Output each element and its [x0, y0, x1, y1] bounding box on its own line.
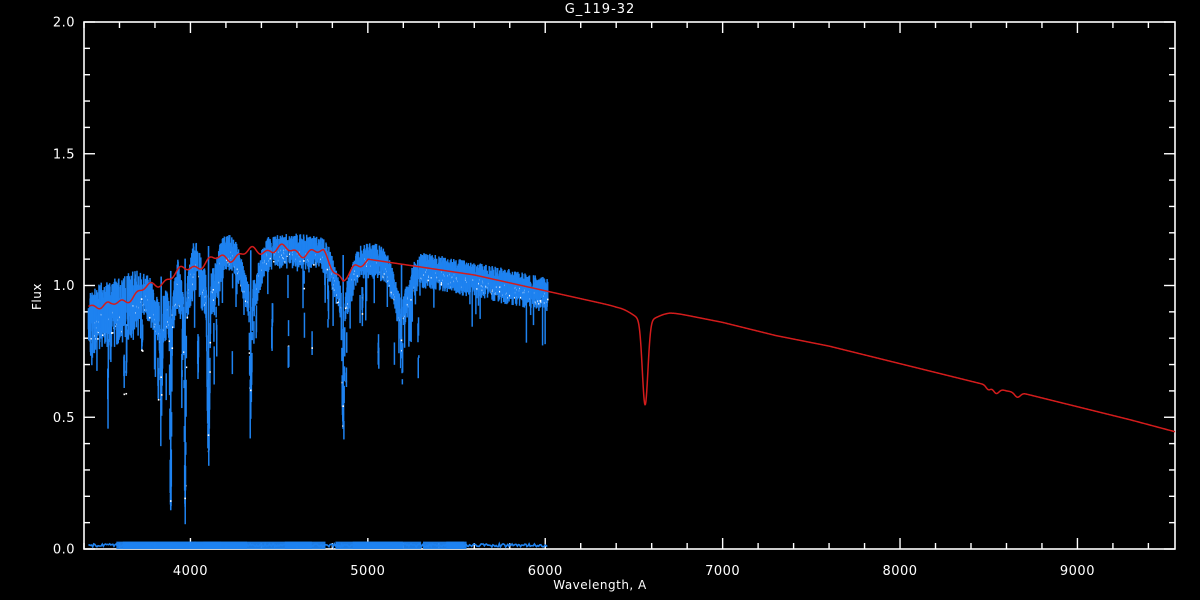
svg-text:1.5: 1.5: [53, 147, 75, 162]
svg-text:7000: 7000: [705, 564, 740, 579]
svg-text:6000: 6000: [528, 564, 563, 579]
series-uncertainty: [88, 541, 548, 550]
series-observed-spectrum: [87, 233, 549, 525]
x-tick-labels: 4000 5000 6000 7000 8000 9000: [173, 564, 1095, 579]
x-axis-label: Wavelength, A: [553, 578, 647, 592]
svg-text:1.0: 1.0: [53, 279, 75, 294]
svg-text:0.5: 0.5: [53, 411, 75, 426]
svg-text:9000: 9000: [1060, 564, 1095, 579]
svg-text:2.0: 2.0: [53, 16, 75, 31]
page-title: G_119-32: [564, 2, 636, 17]
series-model-fit: [88, 243, 1176, 433]
svg-text:8000: 8000: [882, 564, 917, 579]
y-tick-labels: 0.0 0.5 1.0 1.5 2.0: [53, 16, 75, 558]
svg-text:5000: 5000: [350, 564, 385, 579]
svg-text:0.0: 0.0: [53, 543, 75, 558]
svg-text:4000: 4000: [173, 564, 208, 579]
